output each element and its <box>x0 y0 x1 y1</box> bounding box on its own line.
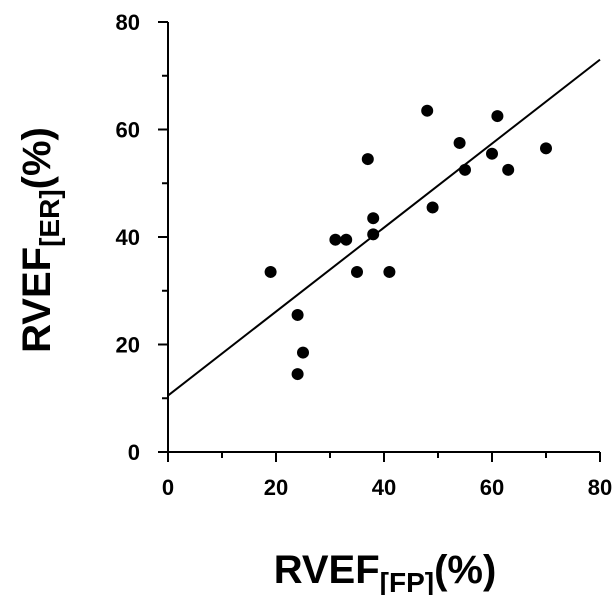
x-tick-label: 60 <box>480 475 504 500</box>
y-axis-title: RVEF[ER](%) <box>15 127 65 353</box>
data-point <box>421 104 434 117</box>
data-points <box>264 104 552 381</box>
x-tick-label: 20 <box>264 475 288 500</box>
x-axis-title-main: RVEF <box>274 548 380 592</box>
data-point <box>367 228 380 241</box>
y-tick-label: 80 <box>116 10 140 35</box>
data-point <box>264 265 277 278</box>
data-point <box>340 233 353 246</box>
x-axis-title-unit: (%) <box>434 548 496 592</box>
data-point <box>291 368 304 381</box>
data-point <box>297 346 309 359</box>
x-tick-label: 80 <box>588 475 612 500</box>
data-point <box>383 265 396 278</box>
y-tick-label: 0 <box>128 440 140 465</box>
x-tick-label: 0 <box>162 475 174 500</box>
data-point <box>491 110 504 123</box>
data-point <box>351 265 363 278</box>
regression-line <box>167 58 601 397</box>
x-axis-title-sub: [FP] <box>380 567 434 595</box>
y-tick-label: 40 <box>116 225 140 250</box>
y-axis-title-unit: (%) <box>15 127 59 189</box>
data-point <box>426 201 439 214</box>
x-tick-label: 40 <box>372 475 396 500</box>
data-point <box>540 142 552 155</box>
tick-labels: 0 20 40 60 80 0 20 40 60 80 <box>116 10 613 500</box>
data-point <box>459 163 471 176</box>
data-point <box>486 147 498 160</box>
y-axis-title-sub: [ER] <box>34 189 65 247</box>
y-tick-label: 20 <box>116 333 140 358</box>
data-point <box>291 308 304 321</box>
data-point <box>453 136 466 149</box>
axes <box>167 22 600 453</box>
ticks <box>158 21 601 462</box>
x-axis-title: RVEF[FP](%) <box>274 548 497 595</box>
data-point <box>361 153 374 166</box>
data-point <box>502 163 515 176</box>
y-tick-label: 60 <box>116 118 140 143</box>
data-point <box>329 233 342 246</box>
data-point <box>367 212 380 225</box>
y-axis-title-main: RVEF <box>15 247 59 353</box>
